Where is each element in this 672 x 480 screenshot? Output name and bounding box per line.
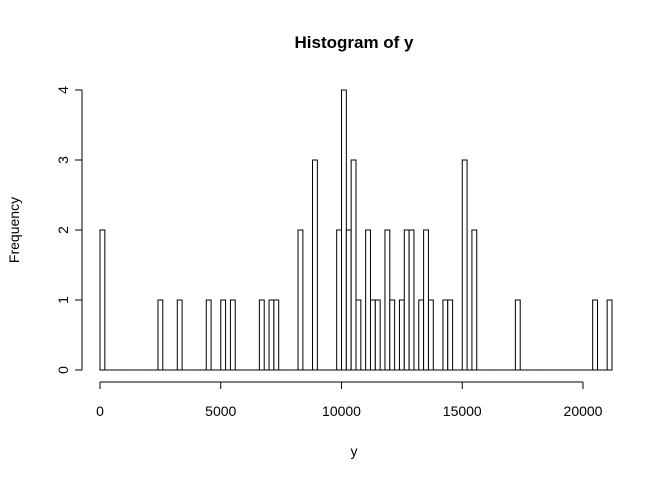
- histogram-bar: [205, 299, 212, 371]
- histogram-bar: [176, 299, 183, 371]
- histogram-bar: [350, 159, 357, 371]
- x-axis-label: y: [351, 443, 358, 459]
- histogram-bar: [336, 229, 343, 371]
- y-tick-label: 0: [55, 366, 71, 374]
- x-tick-label: 0: [96, 403, 104, 419]
- y-tick-label: 3: [55, 156, 71, 164]
- histogram-bar: [384, 229, 391, 371]
- histogram-bar: [398, 299, 405, 371]
- histogram-bar: [442, 299, 449, 371]
- histogram-bar: [355, 299, 362, 371]
- histogram-bar: [389, 299, 396, 371]
- histogram-bar: [258, 299, 265, 371]
- histogram-bar: [220, 299, 227, 371]
- histogram-bar: [268, 299, 275, 371]
- histogram-bar: [369, 299, 376, 371]
- x-tick-label: 20000: [564, 403, 603, 419]
- chart-title: Histogram of y: [294, 33, 414, 52]
- histogram-bar: [423, 229, 429, 371]
- histogram-bar: [374, 299, 381, 371]
- histogram-bar: [408, 229, 415, 371]
- histogram-bar: [427, 299, 434, 371]
- histogram-bar: [403, 229, 410, 371]
- histogram-bar: [418, 299, 425, 371]
- histogram-bar: [229, 299, 236, 371]
- x-tick-label: 5000: [205, 403, 236, 419]
- histogram-bar: [471, 229, 478, 371]
- histogram-bar: [461, 159, 468, 371]
- y-axis-label: Frequency: [6, 197, 22, 263]
- y-axis: 0 1 2 3 4: [55, 86, 83, 374]
- y-tick-label: 1: [55, 296, 71, 304]
- histogram-bar: [297, 229, 304, 371]
- histogram-bar: [447, 299, 454, 371]
- histogram-bar: [606, 299, 613, 371]
- histogram-bar: [157, 299, 164, 371]
- histogram-bar: [99, 229, 106, 371]
- y-tick-label: 4: [55, 86, 71, 94]
- histogram-bar: [365, 229, 371, 371]
- histogram-bar: [514, 299, 521, 371]
- histogram-bar: [341, 89, 347, 371]
- histogram-bar: [273, 299, 280, 371]
- histogram-bar: [592, 299, 598, 371]
- histogram-bar: [345, 229, 352, 371]
- x-tick-label: 10000: [322, 403, 361, 419]
- x-tick-label: 15000: [443, 403, 482, 419]
- histogram-bar: [312, 159, 318, 371]
- bars-group: [99, 89, 613, 371]
- y-tick-label: 2: [55, 226, 71, 234]
- x-axis: 0 5000 10000 15000 20000: [96, 381, 603, 419]
